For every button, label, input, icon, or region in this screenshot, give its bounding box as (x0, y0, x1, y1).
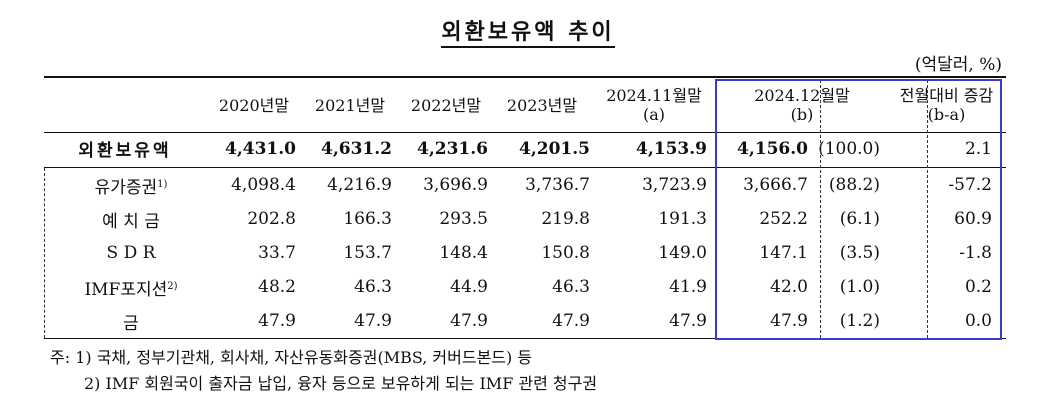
cell: 44.9 (450, 277, 488, 297)
table-row: S D R 33.7 153.7 148.4 150.8 149.0 147.1 (3.5) -… (0, 236, 992, 270)
cell: 4,098.4 (231, 175, 296, 195)
cell: 150.8 (541, 243, 590, 263)
highlight-box (715, 79, 1002, 340)
cell: 42.0 (770, 277, 808, 297)
cell: (1.0) (839, 277, 880, 297)
row-label: 예 치 금 (102, 211, 160, 232)
cell: 252.2 (759, 209, 808, 229)
cell: 3,723.9 (642, 175, 707, 195)
cell: 191.3 (658, 209, 707, 229)
col-2023: 2023년말 (506, 95, 578, 115)
cell: 33.7 (258, 243, 296, 263)
cell: (88.2) (828, 175, 880, 195)
cell: 4,431.0 (225, 138, 296, 159)
cell: 3,696.9 (423, 175, 488, 195)
col-2024-11: 2024.11월말 (a) (606, 86, 702, 124)
cell: 47.9 (770, 311, 808, 331)
cell: 0.2 (964, 277, 992, 297)
cell: (6.1) (839, 209, 880, 229)
cell: 148.4 (439, 243, 488, 263)
column-divider (927, 80, 928, 338)
cell: 4,631.2 (321, 138, 392, 159)
header-row: 2020년말 2021년말 2022년말 2023년말 2024.11월말 (a)… (44, 76, 1006, 133)
row-label: 금 (123, 313, 139, 334)
col-2022: 2022년말 (410, 95, 482, 115)
cell: 219.8 (541, 209, 590, 229)
cell: 4,153.9 (636, 138, 707, 159)
col-2021: 2021년말 (314, 95, 386, 115)
table-row: 유가증권 1) 4,098.4 4,216.9 3,696.9 3,736.7 3,723.… (0, 168, 992, 202)
row-label: 외환보유액 (78, 141, 172, 161)
note-2: 2) IMF 회원국이 출자금 납입, 융자 등으로 보유하게 되는 IMF 관… (84, 374, 598, 393)
cell: 166.3 (343, 209, 392, 229)
cell: 48.2 (258, 277, 296, 297)
cell: (3.5) (839, 243, 880, 263)
cell: 149.0 (658, 243, 707, 263)
row-divider (44, 168, 45, 338)
column-divider (820, 80, 821, 338)
cell: 4,231.6 (417, 138, 488, 159)
cell: 293.5 (439, 209, 488, 229)
cell: 47.9 (669, 311, 707, 331)
cell: -1.8 (959, 243, 992, 263)
col-2020: 2020년말 (218, 95, 290, 115)
row-label: 유가증권 1) (94, 177, 168, 198)
cell: 4,216.9 (327, 175, 392, 195)
cell: 153.7 (343, 243, 392, 263)
cell: -57.2 (948, 175, 992, 195)
total-row: 외환보유액 4,431.0 4,631.2 4,231.6 4,201.5 4,… (44, 130, 1006, 168)
cell: 4,156.0 (737, 138, 808, 159)
table-row: 금 47.9 47.9 47.9 47.9 47.9 47.9 (1.2) 0.0 (0, 304, 992, 338)
cell: 41.9 (669, 277, 707, 297)
cell: 47.9 (450, 311, 488, 331)
cell: (100.0) (818, 138, 880, 159)
table-title: 외환보유액 추이 (0, 14, 1056, 48)
cell: 3,736.7 (525, 175, 590, 195)
cell: 4,201.5 (519, 138, 590, 159)
cell: 46.3 (354, 277, 392, 297)
cell: 3,666.7 (743, 175, 808, 195)
note-1: 주: 1) 국채, 정부기관채, 회사채, 자산유동화증권(MBS, 커버드본드… (50, 348, 533, 367)
col-2024-12: 2024.12월말 (b) (754, 86, 850, 124)
col-diff: 전월대비 증감 (b-a) (899, 86, 994, 124)
row-label: IMF포지션 2) (84, 279, 178, 300)
table-row: IMF포지션 2) 48.2 46.3 44.9 46.3 41.9 42.0 (1.0) 0.2 (0, 270, 992, 304)
cell: 0.0 (964, 311, 992, 331)
cell: (1.2) (839, 311, 880, 331)
cell: 147.1 (759, 243, 808, 263)
cell: 60.9 (954, 209, 992, 229)
table-bottom-rule (44, 338, 1006, 339)
cell: 47.9 (258, 311, 296, 331)
table-row: 예 치 금 202.8 166.3 293.5 219.8 191.3 252.2 (6.1)… (0, 202, 992, 236)
cell: 202.8 (247, 209, 296, 229)
unit-label: (억달러, %) (914, 55, 1002, 75)
cell: 47.9 (552, 311, 590, 331)
row-label: S D R (106, 243, 156, 263)
cell: 47.9 (354, 311, 392, 331)
cell: 46.3 (552, 277, 590, 297)
cell: 2.1 (964, 138, 992, 159)
